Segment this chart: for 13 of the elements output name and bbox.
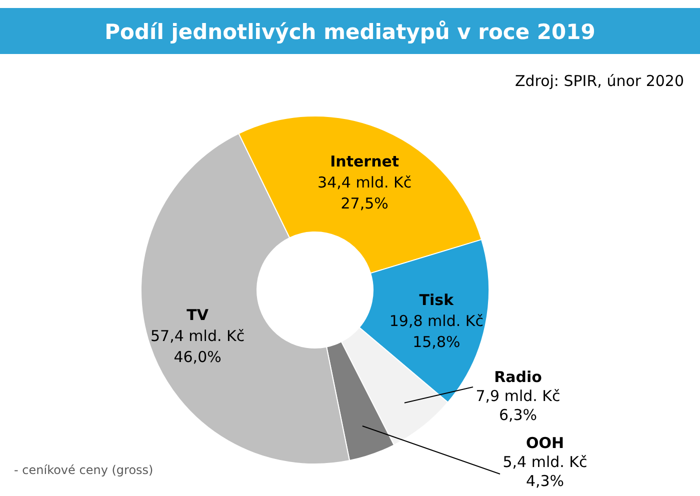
slice-label: Tisk	[419, 291, 455, 310]
slice-label: Radio	[494, 368, 542, 386]
data-label: 5,4 mld. Kč 4,3%	[502, 453, 588, 490]
text: - ceníkové ceny (gross)	[14, 463, 154, 477]
data-label: 34,4 mld. Kč 27,5%	[318, 173, 412, 212]
text: Zdroj: SPIR, únor 2020	[514, 72, 684, 90]
slice-label: Internet	[330, 152, 400, 170]
data-label: 7,9 mld. Kč 6,3%	[476, 387, 560, 424]
data-label: 19,8 mld. Kč 15,8%	[389, 312, 484, 352]
slice-label: TV	[186, 306, 209, 324]
slice-label: OOH	[526, 434, 564, 452]
chart-title: Podíl jednotlivých mediatypů v roce 2019	[104, 20, 596, 44]
data-label: 57,4 mld. Kč 46,0%	[150, 326, 245, 366]
